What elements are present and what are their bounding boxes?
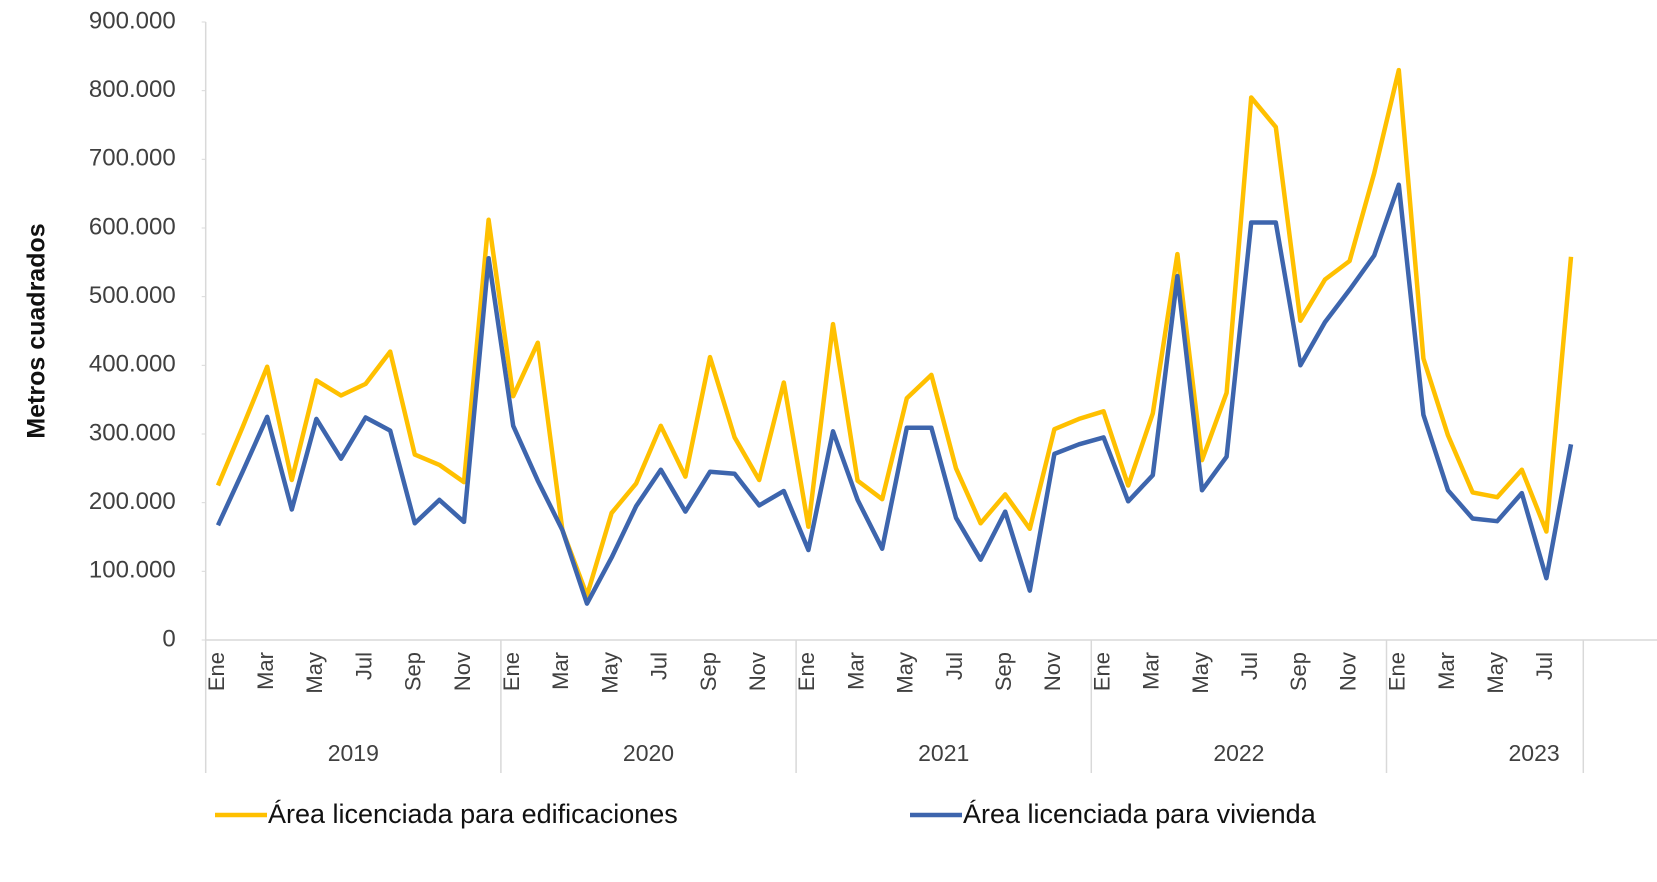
x-tick-label: Nov bbox=[1040, 652, 1065, 691]
group-label: 2023 bbox=[1509, 740, 1560, 766]
x-tick-label: Jul bbox=[942, 652, 967, 680]
group-label: 2021 bbox=[918, 740, 969, 766]
x-tick-label: Nov bbox=[450, 652, 475, 691]
series-line bbox=[215, 67, 1574, 598]
y-tick-label: 900.000 bbox=[89, 7, 176, 34]
x-tick-label: Sep bbox=[1286, 652, 1311, 691]
y-tick-label: 800.000 bbox=[89, 76, 176, 103]
x-tick-label: Ene bbox=[1385, 652, 1410, 691]
y-tick-label: 500.000 bbox=[89, 282, 176, 309]
x-tick-label: Ene bbox=[499, 652, 524, 691]
y-tick-label: 300.000 bbox=[89, 419, 176, 446]
x-tick-label: May bbox=[302, 652, 327, 694]
x-tick-label: May bbox=[1483, 652, 1508, 694]
x-tick-label: Ene bbox=[1089, 652, 1114, 691]
y-tick-label: 400.000 bbox=[89, 351, 176, 378]
y-tick-label: 0 bbox=[162, 625, 175, 652]
x-tick-label: Nov bbox=[745, 652, 770, 691]
x-tick-label: Jul bbox=[1532, 652, 1557, 680]
y-tick-label: 700.000 bbox=[89, 145, 176, 172]
legend-label: Área licenciada para edificaciones bbox=[268, 799, 678, 829]
x-tick-label: Mar bbox=[843, 652, 868, 690]
x-tick-label: Mar bbox=[1139, 652, 1164, 690]
x-tick-label: Ene bbox=[204, 652, 229, 691]
y-tick-label: 200.000 bbox=[89, 488, 176, 515]
y-tick-label: 600.000 bbox=[89, 213, 176, 240]
group-label: 2020 bbox=[623, 740, 674, 766]
x-tick-label: Sep bbox=[696, 652, 721, 691]
y-axis-label: Metros cuadrados bbox=[23, 223, 51, 438]
x-tick-label: Jul bbox=[647, 652, 672, 680]
x-tick-label: May bbox=[1188, 652, 1213, 694]
group-label: 2022 bbox=[1213, 740, 1264, 766]
x-tick-label: Mar bbox=[253, 652, 278, 690]
x-tick-label: Nov bbox=[1335, 652, 1360, 691]
x-tick-label: Sep bbox=[991, 652, 1016, 691]
x-tick-label: Mar bbox=[1434, 652, 1459, 690]
x-tick-label: Jul bbox=[351, 652, 376, 680]
x-tick-label: May bbox=[893, 652, 918, 694]
x-tick-label: Mar bbox=[548, 652, 573, 690]
x-tick-label: May bbox=[597, 652, 622, 694]
x-tick-label: Sep bbox=[401, 652, 426, 691]
group-label: 2019 bbox=[328, 740, 379, 766]
legend-label: Área licenciada para vivienda bbox=[963, 799, 1317, 829]
x-tick-label: Jul bbox=[1237, 652, 1262, 680]
series-line bbox=[215, 182, 1574, 606]
x-tick-label: Ene bbox=[794, 652, 819, 691]
y-tick-label: 100.000 bbox=[89, 557, 176, 584]
